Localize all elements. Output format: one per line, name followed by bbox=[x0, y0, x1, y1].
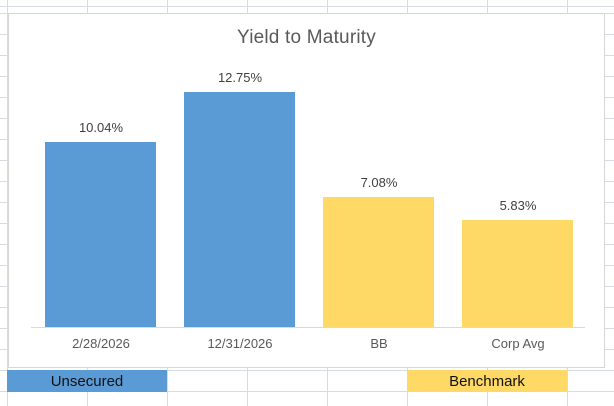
benchmark-label: Benchmark bbox=[449, 372, 525, 390]
bar-2-28-2026[interactable] bbox=[45, 142, 156, 327]
bar-bb[interactable] bbox=[323, 197, 434, 327]
chart-title: Yield to Maturity bbox=[237, 27, 376, 48]
benchmark-legend-cell[interactable]: Benchmark bbox=[407, 370, 567, 392]
bar-12-31-2026[interactable] bbox=[184, 92, 295, 327]
category-axis: 2/28/2026 12/31/2026 BB Corp Avg bbox=[31, 336, 585, 354]
bar-corp-avg[interactable] bbox=[462, 220, 573, 327]
category-label: BB bbox=[370, 336, 388, 351]
unsecured-label: Unsecured bbox=[50, 372, 124, 390]
category-label: 2/28/2026 bbox=[72, 336, 130, 351]
data-label: 10.04% bbox=[78, 120, 124, 135]
category-label: Corp Avg bbox=[491, 336, 545, 351]
yield-chart[interactable]: Yield to Maturity 10.04% 12.75% 7.08% 5.83%… bbox=[8, 13, 605, 368]
category-label: 12/31/2026 bbox=[207, 336, 273, 351]
unsecured-legend-cell[interactable]: Unsecured bbox=[7, 370, 167, 392]
plot-area: 10.04% 12.75% 7.08% 5.83% bbox=[31, 70, 585, 328]
data-label: 7.08% bbox=[360, 175, 398, 190]
data-label: 12.75% bbox=[217, 70, 263, 85]
data-label: 5.83% bbox=[499, 198, 537, 213]
